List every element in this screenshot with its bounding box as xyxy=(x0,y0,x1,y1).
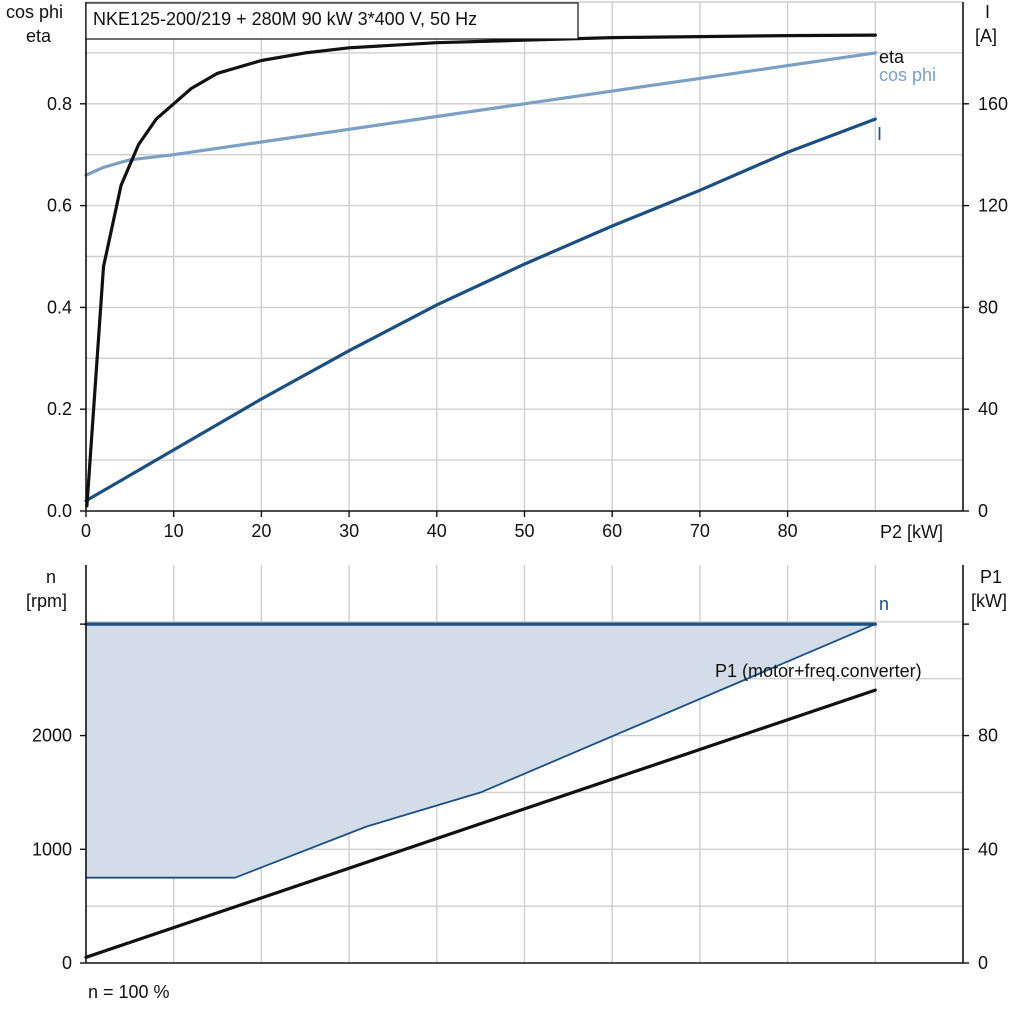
x-tick-label: 70 xyxy=(690,521,710,541)
current-series-label: I xyxy=(877,124,882,144)
x-tick-label: 20 xyxy=(251,521,271,541)
bottom-left-axis-label-2: [rpm] xyxy=(26,591,67,611)
p1-line xyxy=(84,688,877,959)
n-tick-label: 1000 xyxy=(32,839,72,859)
x-tick-label: 50 xyxy=(514,521,534,541)
y-left-tick-label: 0.4 xyxy=(47,297,72,317)
speed-range-fill xyxy=(86,624,876,878)
y-right-tick-label: 80 xyxy=(978,297,998,317)
bottom-left-axis-label-1: n xyxy=(46,567,56,587)
title-box xyxy=(85,2,579,40)
chart-axes xyxy=(80,2,969,964)
top-left-axis-label-2: eta xyxy=(26,26,52,46)
x-axis-label: P2 [kW] xyxy=(880,522,943,542)
p1-tick-label: 0 xyxy=(978,953,988,973)
n-tick-label: 2000 xyxy=(32,726,72,746)
y-right-tick-label: 40 xyxy=(978,399,998,419)
series-layer xyxy=(84,33,877,959)
top-left-axis-label-1: cos phi xyxy=(6,2,63,22)
p1-tick-label: 80 xyxy=(978,726,998,746)
chart-title: NKE125-200/219 + 280M 90 kW 3*400 V, 50 … xyxy=(93,9,477,29)
y-left-tick-label: 0.0 xyxy=(47,501,72,521)
y-left-tick-label: 0.2 xyxy=(47,399,72,419)
x-tick-label: 10 xyxy=(164,521,184,541)
y-left-tick-label: 0.8 xyxy=(47,94,72,114)
x-tick-label: 0 xyxy=(81,521,91,541)
p1-series-label: P1 (motor+freq.converter) xyxy=(715,661,922,681)
y-right-tick-label: 0 xyxy=(978,501,988,521)
bottom-right-axis-label-2: [kW] xyxy=(971,591,1007,611)
p1-tick-label: 40 xyxy=(978,839,998,859)
current-line xyxy=(84,117,877,503)
y-right-tick-label: 120 xyxy=(978,196,1008,216)
x-tick-label: 40 xyxy=(427,521,447,541)
x-tick-label: 30 xyxy=(339,521,359,541)
x-tick-label: 80 xyxy=(778,521,798,541)
eta-line xyxy=(85,33,877,508)
eta-series-label: eta xyxy=(879,47,905,67)
n-tick-label: 0 xyxy=(62,953,72,973)
min-speed-line xyxy=(85,623,877,879)
y-left-tick-label: 0.6 xyxy=(47,196,72,216)
top-right-axis-label-2: [A] xyxy=(975,26,997,46)
cos-phi-series-label: cos phi xyxy=(879,65,936,85)
cos-phi-line xyxy=(84,51,877,177)
top-chart-grid xyxy=(86,1,963,511)
bottom-right-axis-label-1: P1 xyxy=(980,567,1002,587)
y-right-tick-label: 160 xyxy=(978,94,1008,114)
tick-labels: 0 10 20 30 40 50 60 70 80 0.0 0.2 0.4 0.6 0.8 0 40 80 120… xyxy=(32,94,1008,973)
top-right-axis-label-1: I xyxy=(985,2,990,22)
speed-note: n = 100 % xyxy=(88,982,170,1002)
x-tick-label: 60 xyxy=(602,521,622,541)
speed-range-area xyxy=(86,624,876,878)
speed-series-label: n xyxy=(879,594,889,614)
